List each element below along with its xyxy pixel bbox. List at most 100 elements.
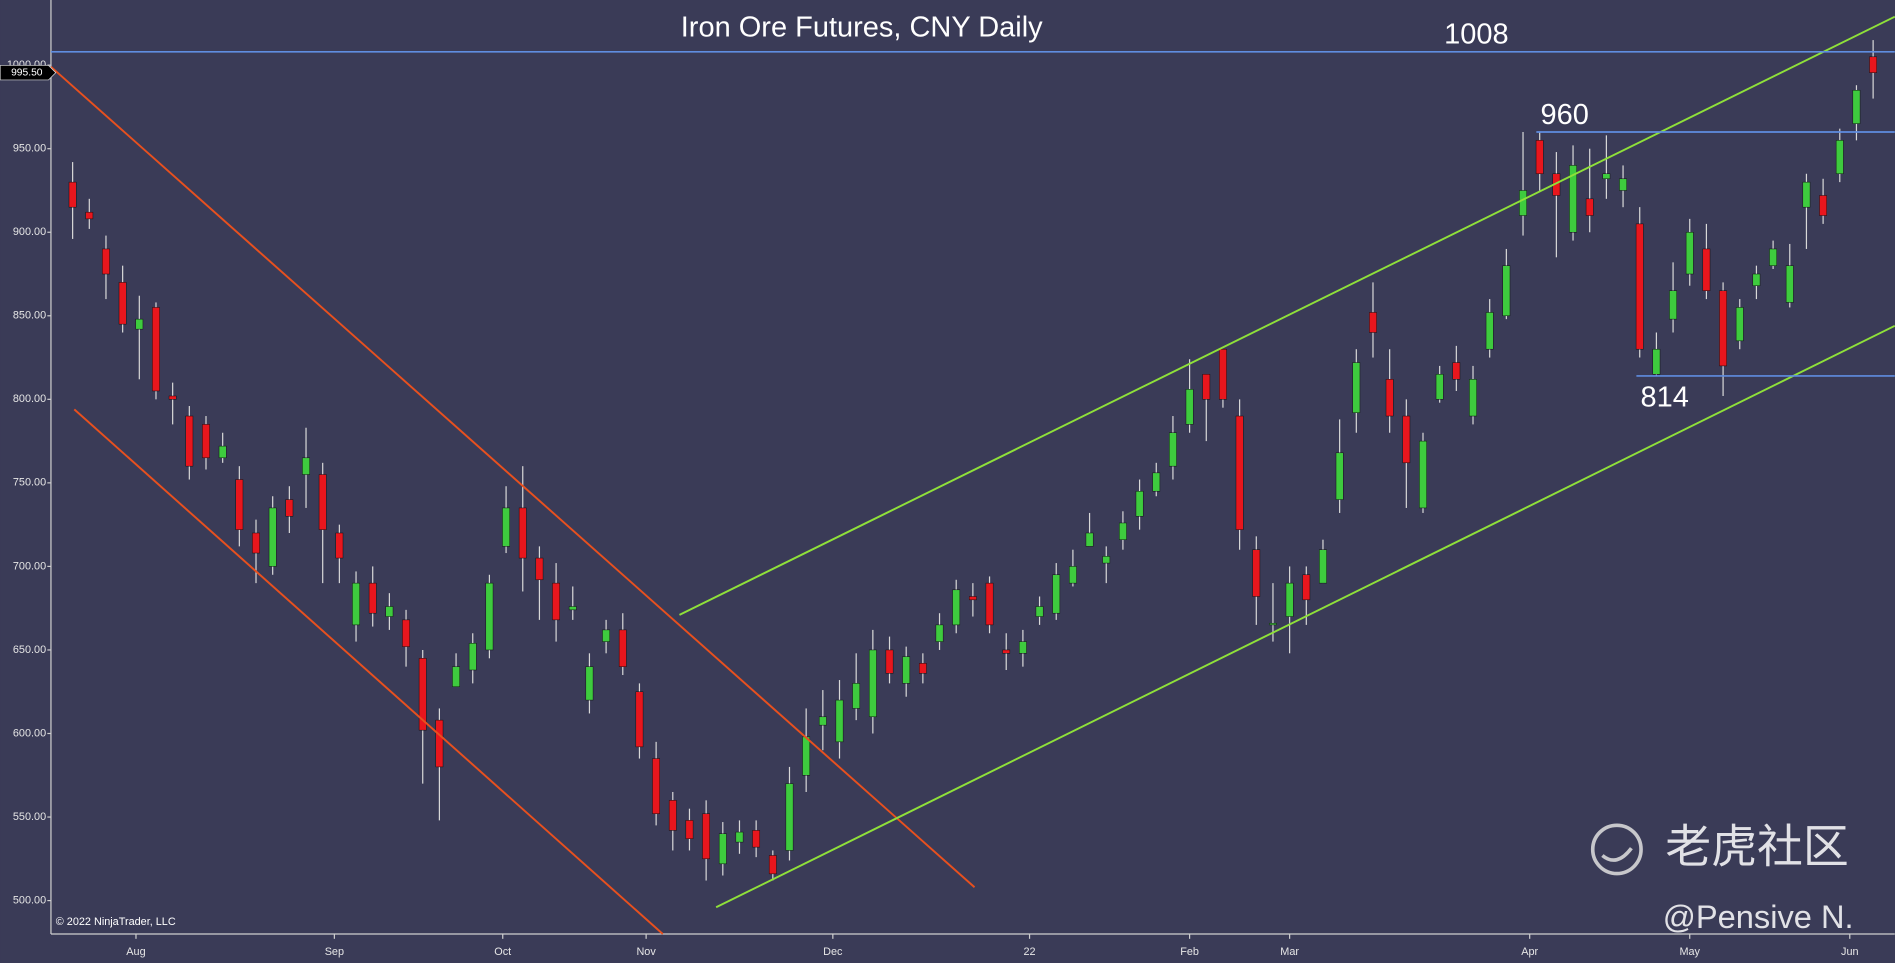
candle-body <box>1519 190 1527 216</box>
candle-body <box>1302 574 1311 601</box>
candle-body <box>1685 232 1694 275</box>
candle-body <box>818 716 827 726</box>
x-tick-label: Apr <box>1521 946 1538 958</box>
candle-body <box>1102 556 1111 564</box>
candle-body <box>318 474 327 530</box>
candle-body <box>835 699 844 743</box>
y-tick-label: 900.00 <box>13 226 46 238</box>
y-tick-label: 950.00 <box>13 143 46 155</box>
candle-body <box>1635 223 1644 350</box>
candle-body <box>152 307 160 392</box>
candle-body <box>1419 440 1427 509</box>
watermark-author: @Pensive N. <box>1663 898 1854 935</box>
candle-body <box>852 683 861 709</box>
x-tick-label: Aug <box>126 946 145 958</box>
y-tick-label: 850.00 <box>13 310 46 322</box>
candle-body <box>1002 649 1011 654</box>
candle-body <box>1069 566 1077 584</box>
candle-body <box>768 855 777 875</box>
plot <box>50 15 1895 935</box>
candle-body <box>1769 248 1777 266</box>
x-tick-label: Nov <box>636 946 656 958</box>
candle-body <box>285 499 294 517</box>
candle-body <box>1669 290 1677 320</box>
candle-body <box>1152 472 1161 492</box>
candle-body <box>1702 248 1711 291</box>
candle-body <box>68 181 77 208</box>
candle-body <box>1402 415 1411 464</box>
candle-body <box>1852 89 1861 124</box>
level-label: 814 <box>1641 382 1689 414</box>
candle-body <box>1052 574 1061 614</box>
candle-body <box>1185 389 1194 425</box>
y-tick-label: 750.00 <box>13 477 46 489</box>
candle-body <box>1119 522 1127 540</box>
x-tick-label: Jun <box>1841 946 1859 958</box>
candle-body <box>668 800 677 831</box>
trendline <box>50 66 976 888</box>
candle-body <box>1085 532 1094 547</box>
candle-body <box>518 507 527 559</box>
x-tick-label: Dec <box>823 946 843 958</box>
candle-body <box>935 624 944 642</box>
candle-body <box>1502 265 1511 317</box>
candle-body <box>535 557 544 581</box>
candle-body <box>185 415 194 467</box>
last-price-label: 995.50 <box>11 67 43 78</box>
candle-body <box>418 658 427 731</box>
y-tick-label: 700.00 <box>13 560 46 572</box>
candle-body <box>902 656 911 684</box>
candle-body <box>602 629 610 642</box>
candle-body <box>1835 140 1844 175</box>
candle-body <box>385 606 394 617</box>
candle-body <box>218 445 227 459</box>
candle-body <box>1619 178 1627 191</box>
candle-body <box>1469 379 1477 417</box>
candle-body <box>918 663 927 674</box>
candle-body <box>1819 195 1827 216</box>
candle-body <box>752 830 761 848</box>
candle-body <box>1352 362 1361 413</box>
x-tick-label: Mar <box>1280 946 1299 958</box>
candle-body <box>85 211 94 220</box>
candle-body <box>1752 273 1761 286</box>
candle-body <box>1569 165 1577 233</box>
y-tick-label: 600.00 <box>13 727 46 739</box>
candle-body <box>1535 140 1544 175</box>
candle-body <box>235 479 244 530</box>
candle-body <box>252 532 260 554</box>
candle-body <box>485 582 494 651</box>
x-tick-label: May <box>1679 946 1700 958</box>
watermark: 老虎社区 @Pensive N. <box>1590 821 1854 935</box>
candle-body <box>1602 173 1611 180</box>
y-tick-label: 650.00 <box>13 644 46 656</box>
candle-body <box>435 719 444 768</box>
candle-body <box>635 691 644 748</box>
candle-body <box>1452 362 1461 380</box>
x-tick-label: Oct <box>494 946 511 958</box>
candle-body <box>785 783 794 851</box>
candle-body <box>1285 582 1294 617</box>
candle-body <box>168 395 177 400</box>
candle-body <box>552 582 560 621</box>
candle-body <box>1169 432 1177 467</box>
candle-body <box>1235 415 1244 530</box>
candle-body <box>1485 312 1494 350</box>
candle-body <box>202 424 210 459</box>
trendline <box>679 15 1895 616</box>
candle-body <box>568 606 577 611</box>
candle-body <box>585 666 594 701</box>
candle-body <box>468 643 477 671</box>
watermark-text: 老虎社区 <box>1665 821 1849 873</box>
candle-body <box>735 831 744 843</box>
candle-body <box>1319 549 1327 584</box>
x-tick-label: 22 <box>1024 946 1036 958</box>
candle-body <box>1202 374 1211 400</box>
trendline <box>73 408 664 935</box>
candle-body <box>1035 606 1044 617</box>
candle-body <box>718 833 727 865</box>
chart-title: Iron Ore Futures, CNY Daily <box>681 12 1043 44</box>
candle-body <box>652 758 660 814</box>
candle-body <box>302 457 310 475</box>
